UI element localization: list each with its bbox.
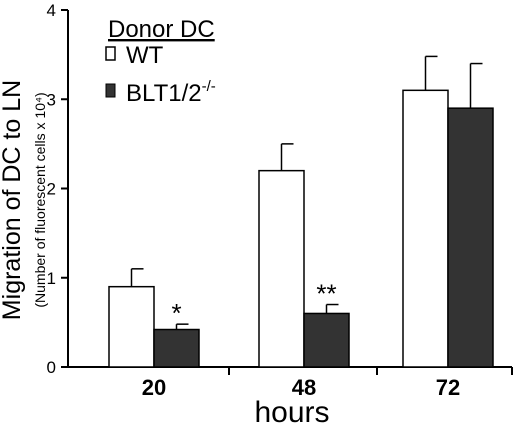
x-tick-label: 48 <box>292 375 316 400</box>
x-tick-label: 20 <box>142 375 166 400</box>
legend-label-blt-base: BLT1/2 <box>126 80 202 107</box>
bar-wt-20 <box>108 285 155 368</box>
x-ticks: 20 48 72 <box>142 367 513 400</box>
legend-label-blt: BLT1/2-/- <box>126 78 216 107</box>
y-tick-label: 4 <box>47 1 56 20</box>
y-axis-sublabel: (Number of fluorescent cells x 10⁴) <box>32 92 48 307</box>
legend-label-blt-sup: -/- <box>202 78 216 95</box>
y-ticks: 0 1 2 3 4 <box>47 1 68 377</box>
legend-title: Donor DC <box>108 16 215 43</box>
x-axis-label: hours <box>254 396 329 429</box>
legend-label-wt: WT <box>126 42 164 69</box>
y-tick-label: 1 <box>47 269 56 288</box>
bar-blt-20 <box>153 328 200 368</box>
annotations: *** <box>171 279 336 329</box>
legend: Donor DC WT BLT1/2-/- <box>105 16 216 107</box>
bar-blt-72 <box>447 107 494 368</box>
bar-wt-48 <box>258 169 305 368</box>
bar-wt-72 <box>402 89 449 368</box>
bars <box>108 55 494 368</box>
y-tick-label: 2 <box>47 180 56 199</box>
significance-marker: ** <box>316 279 336 309</box>
y-tick-label: 3 <box>47 90 56 109</box>
significance-marker: * <box>171 298 181 328</box>
legend-swatch-wt <box>105 46 116 61</box>
x-tick-label: 72 <box>436 375 460 400</box>
legend-swatch-blt <box>105 83 116 98</box>
bar-blt-48 <box>303 312 350 368</box>
y-axis-label: Migration of DC to LN <box>0 80 26 320</box>
y-tick-label: 0 <box>47 358 56 377</box>
